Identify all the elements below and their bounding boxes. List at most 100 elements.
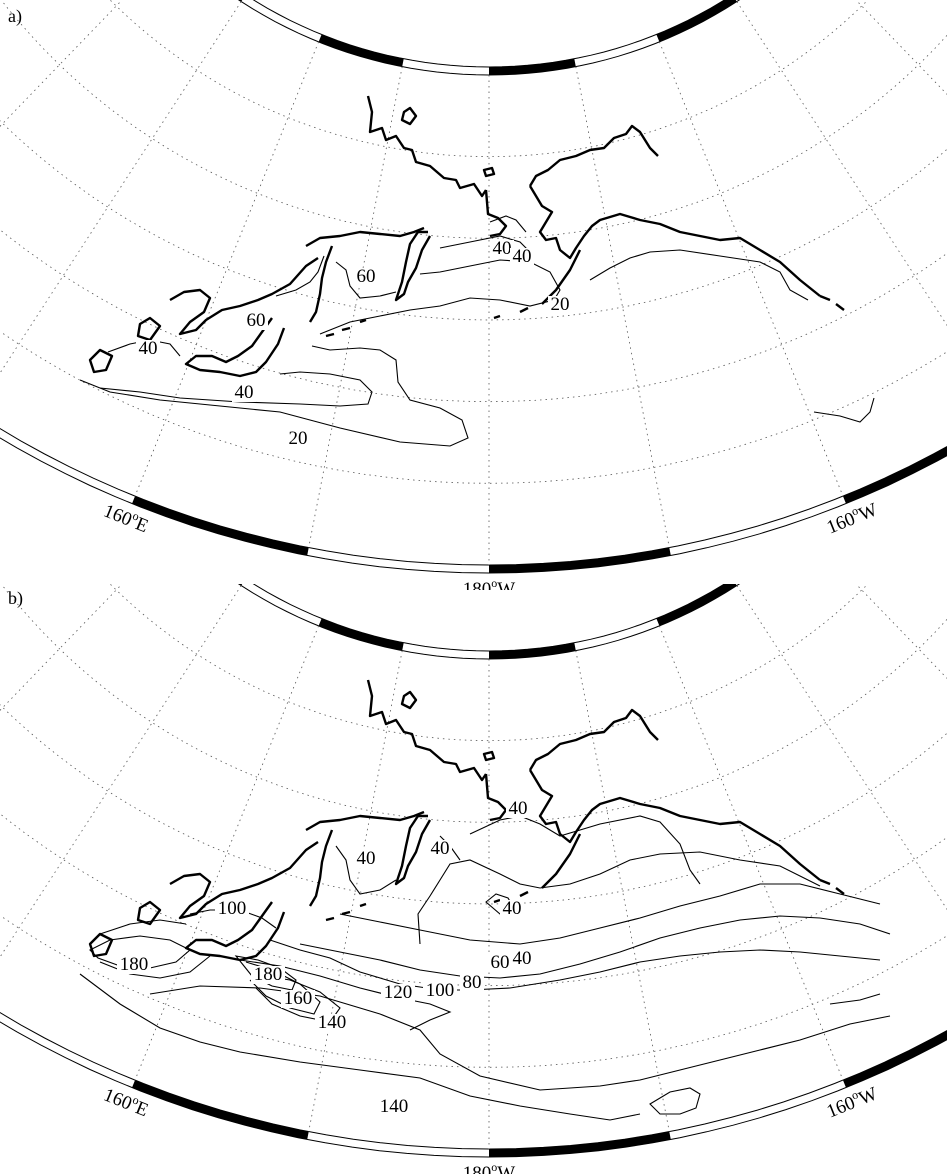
parallel-line [0, 0, 947, 239]
contour-40-alaska [469, 815, 701, 885]
coastline-alaska [528, 124, 821, 297]
lon-tick-label: 160oW [823, 497, 881, 539]
coastline-alaska-peninsula [541, 833, 582, 889]
frame-top-segment [318, 618, 404, 651]
meridian-line [575, 66, 670, 548]
contour-60-okhotsk [275, 255, 325, 297]
frame-left-inner [0, 584, 73, 588]
meridian-line [0, 584, 73, 588]
contour-label: 20 [551, 294, 570, 315]
contour-label-bg [490, 240, 514, 258]
contour-20-south [79, 345, 469, 447]
coastline-alaska [528, 708, 821, 881]
frame [0, 0, 947, 574]
coastline-island [482, 166, 496, 178]
contour-label: 40 [235, 382, 254, 403]
contour-label: 140 [318, 1012, 347, 1033]
contour-label-bg [423, 982, 457, 1000]
coastline-island [482, 750, 496, 762]
contour-label: 140 [380, 1096, 409, 1117]
frame-top-segment [318, 34, 404, 67]
contour-label: 20 [289, 428, 308, 449]
coastline-asia [169, 257, 319, 336]
coastline-japan [184, 317, 286, 378]
contour-label: 80 [463, 972, 482, 993]
coastline-korea [136, 900, 162, 926]
contour-label-bg [286, 430, 310, 448]
meridian-line [736, 585, 947, 910]
contour-120-east [829, 993, 881, 1005]
frame-top-segment [238, 584, 243, 586]
contour-label: 40 [357, 848, 376, 869]
contour-label-bg [251, 966, 285, 984]
meridian-line [0, 0, 116, 162]
contour-label: 180 [254, 964, 283, 985]
meridian-line [862, 584, 947, 746]
frame-top-segment [656, 584, 737, 626]
parallel-line [109, 584, 869, 742]
contour-label-bg [506, 800, 530, 818]
contour-label: 40 [139, 338, 158, 359]
contour-40-central [417, 851, 821, 945]
meridian-line [308, 650, 403, 1132]
contour-label: 160 [284, 988, 313, 1009]
contour-label: 180 [120, 954, 149, 975]
coastline-canada [819, 294, 845, 311]
contour-label: 40 [513, 948, 532, 969]
coastline-asia [169, 841, 319, 920]
frame-top-segment [656, 0, 737, 42]
frame-bottom-segment [843, 446, 947, 504]
meridian-line [659, 41, 844, 497]
coastline-aleutians [325, 890, 529, 922]
contour-label-bg [232, 384, 256, 402]
frame-outer-bottom [0, 437, 947, 574]
contour-60 [339, 883, 881, 945]
meridian-line [0, 0, 73, 4]
contour-label-bg [381, 984, 415, 1002]
meridian-line [308, 66, 403, 548]
contour-label-bg [281, 990, 315, 1008]
frame-top-segment [489, 642, 576, 659]
coastline-canada [819, 878, 845, 895]
coastline-novaya [400, 690, 418, 710]
contour-label: 100 [426, 980, 455, 1001]
coastline-china [88, 348, 114, 374]
parallel-line [0, 584, 947, 823]
frame-top-segment [238, 0, 243, 2]
graticule [0, 0, 947, 565]
contours [79, 215, 875, 447]
coastline-korea [136, 316, 162, 342]
meridian-line [905, 584, 947, 588]
coastline-aleutians [325, 306, 529, 338]
meridian-line [0, 584, 116, 746]
coastline-kamchatka [394, 230, 432, 302]
contour-label-bg [500, 900, 524, 918]
contour-40-south [99, 371, 373, 407]
contour-label-bg [315, 1014, 349, 1032]
parallel-line [0, 813, 947, 987]
contours [79, 815, 891, 1121]
contour-140-bottom [79, 973, 641, 1121]
axis-labels: 80oN70oN60oN50oN40oN30oN20oN120oE140oE16… [101, 1083, 881, 1174]
coastline-chukotka [484, 773, 508, 822]
frame-right-outer [901, 0, 947, 12]
contour-label-bg [548, 296, 572, 314]
meridian-line [0, 1, 242, 374]
contour-100 [269, 939, 881, 991]
contour-label-bg [136, 340, 160, 358]
meridian-line [0, 585, 242, 958]
contour-140-west [99, 919, 187, 935]
contour-label-bg [244, 312, 268, 330]
meridian-line [855, 0, 947, 95]
contour-label-bg [117, 956, 151, 974]
contour-label: 40 [431, 838, 450, 859]
parallel-line [0, 704, 947, 905]
coastline-kamchatka [394, 814, 432, 886]
parallel-line [0, 120, 947, 321]
panel-b-label: b) [8, 588, 23, 608]
frame [0, 584, 947, 1158]
contour-20-alaska [589, 249, 809, 301]
